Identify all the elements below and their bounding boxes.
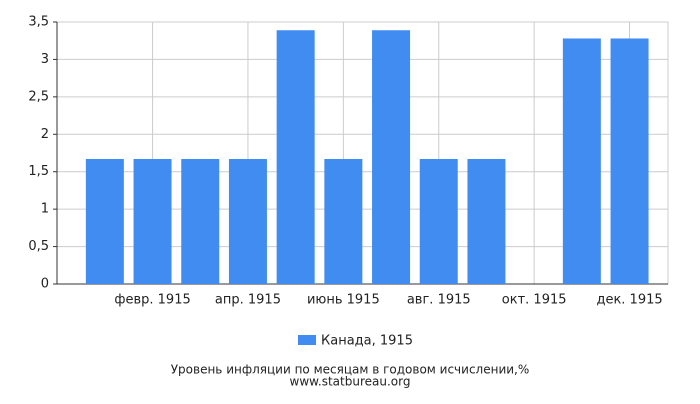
y-tick-label: 2,5 (28, 89, 49, 104)
y-tick-label: 1 (41, 202, 49, 217)
y-tick-label: 0 (41, 277, 49, 292)
bar (324, 158, 363, 284)
x-tick-label: апр. 1915 (215, 293, 281, 308)
chart-title: Уровень инфляции по месяцам в годовом ис… (171, 363, 530, 377)
y-tick-label: 3 (41, 52, 49, 67)
bar (85, 158, 124, 284)
bar (228, 158, 267, 284)
y-tick-label: 2 (41, 127, 49, 142)
bar (610, 38, 649, 285)
y-tick-label: 3,5 (28, 15, 49, 30)
bar (419, 158, 458, 284)
x-tick-label: авг. 1915 (407, 293, 471, 308)
bar (276, 30, 315, 285)
bar (133, 158, 172, 284)
bar (562, 38, 601, 285)
x-tick-label: дек. 1915 (596, 293, 662, 308)
y-tick-label: 0,5 (28, 239, 49, 254)
bar (372, 30, 411, 285)
y-tick-label: 1,5 (28, 164, 49, 179)
x-tick-label: окт. 1915 (502, 293, 567, 308)
x-tick-label: февр. 1915 (114, 293, 190, 308)
x-tick-label: июнь 1915 (307, 293, 380, 308)
legend-label: Канада, 1915 (321, 334, 413, 349)
bar (467, 158, 506, 284)
legend-swatch (298, 335, 316, 345)
source: www.statbureau.org (290, 375, 411, 389)
bar (181, 158, 220, 284)
